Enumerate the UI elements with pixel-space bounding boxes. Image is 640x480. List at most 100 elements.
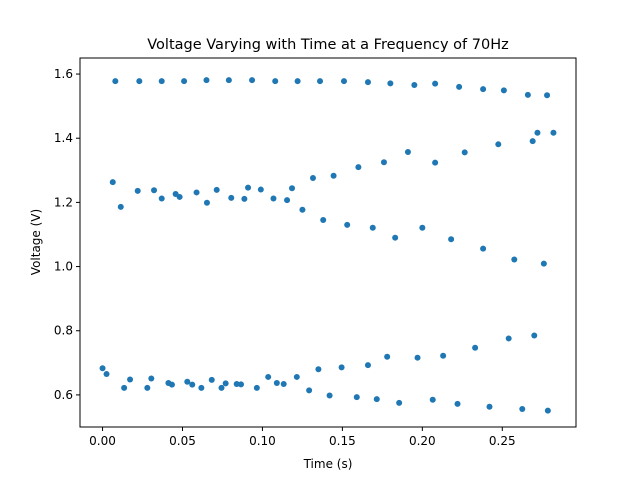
data-point: [524, 91, 531, 98]
data-point: [396, 399, 403, 406]
data-point: [289, 185, 296, 192]
x-tick-label: 0.15: [329, 434, 356, 448]
data-point: [326, 392, 333, 399]
data-point: [144, 384, 151, 391]
data-point: [369, 224, 376, 231]
data-point: [529, 138, 536, 145]
data-point: [99, 365, 106, 372]
data-point: [253, 384, 260, 391]
data-point: [121, 384, 128, 391]
data-point: [203, 199, 210, 206]
data-point: [338, 364, 345, 371]
data-point: [238, 381, 245, 388]
data-point: [544, 407, 551, 414]
chart-title: Voltage Varying with Time at a Frequency…: [147, 37, 508, 53]
data-point: [454, 400, 461, 407]
data-point: [306, 387, 313, 394]
data-point: [384, 353, 391, 360]
data-point: [544, 92, 551, 99]
data-point: [309, 175, 316, 182]
data-point: [158, 78, 165, 85]
data-point: [294, 78, 301, 85]
data-point: [103, 371, 110, 378]
data-point: [181, 78, 188, 85]
data-point: [414, 354, 421, 361]
data-point: [511, 256, 518, 263]
x-tick-label: 0.10: [249, 434, 276, 448]
data-point: [168, 381, 175, 388]
y-tick-label: 0.8: [54, 324, 73, 338]
data-point: [189, 381, 196, 388]
axes-frame: [79, 57, 577, 428]
data-point: [117, 203, 124, 210]
data-point: [419, 224, 426, 231]
data-point: [429, 396, 436, 403]
data-point: [198, 384, 205, 391]
data-point: [148, 375, 155, 382]
data-point: [344, 221, 351, 228]
data-point: [317, 78, 324, 85]
data-point: [134, 187, 141, 194]
data-point: [500, 87, 507, 94]
data-point: [480, 86, 487, 93]
data-point: [109, 179, 116, 186]
data-point: [534, 129, 541, 136]
x-axis: 0.00 0.05 0.10 0.15 0.20 0.25: [89, 427, 516, 448]
data-point: [392, 234, 399, 241]
x-axis-label: Time (s): [303, 457, 353, 471]
data-point: [245, 184, 252, 191]
data-point: [353, 394, 360, 401]
data-point: [364, 362, 371, 369]
data-point: [519, 406, 526, 413]
data-point: [136, 78, 143, 85]
data-point: [270, 195, 277, 202]
data-point: [480, 245, 487, 252]
data-point: [151, 187, 158, 194]
y-tick-label: 1.4: [54, 131, 73, 145]
x-tick-label: 0.20: [409, 434, 436, 448]
data-point: [531, 332, 538, 339]
data-point: [203, 77, 210, 84]
data-point: [440, 352, 447, 359]
data-point: [265, 373, 272, 380]
data-point: [222, 380, 229, 387]
data-point: [218, 384, 225, 391]
data-point: [364, 79, 371, 86]
data-point: [233, 381, 240, 387]
data-point: [272, 78, 279, 85]
y-tick-label: 1.6: [54, 67, 73, 81]
data-point: [486, 403, 493, 410]
data-point: [249, 77, 256, 84]
data-point: [320, 217, 327, 224]
y-tick-label: 1.0: [54, 260, 73, 274]
data-points: [99, 77, 557, 414]
data-point: [540, 260, 547, 267]
data-point: [411, 81, 418, 88]
data-point: [432, 80, 439, 87]
data-point: [373, 396, 380, 403]
x-tick-label: 0.25: [489, 434, 516, 448]
x-tick-label: 0.00: [89, 434, 116, 448]
data-point: [448, 236, 455, 243]
data-point: [208, 376, 215, 383]
data-point: [284, 197, 291, 204]
data-point: [355, 164, 362, 171]
data-point: [456, 83, 463, 90]
data-point: [505, 335, 512, 342]
data-point: [184, 378, 191, 385]
y-axis-label: Voltage (V): [29, 209, 43, 275]
data-point: [380, 159, 387, 166]
data-point: [387, 80, 394, 87]
data-point: [228, 194, 235, 201]
data-point: [299, 206, 306, 213]
y-axis: 0.6 0.8 1.0 1.2 1.4 1.6: [54, 67, 80, 402]
x-tick-label: 0.05: [169, 434, 196, 448]
data-point: [432, 159, 439, 166]
data-point: [257, 186, 264, 193]
data-point: [158, 195, 165, 202]
data-point: [550, 129, 557, 136]
data-point: [293, 373, 300, 380]
data-point: [193, 189, 200, 196]
data-point: [330, 172, 337, 179]
